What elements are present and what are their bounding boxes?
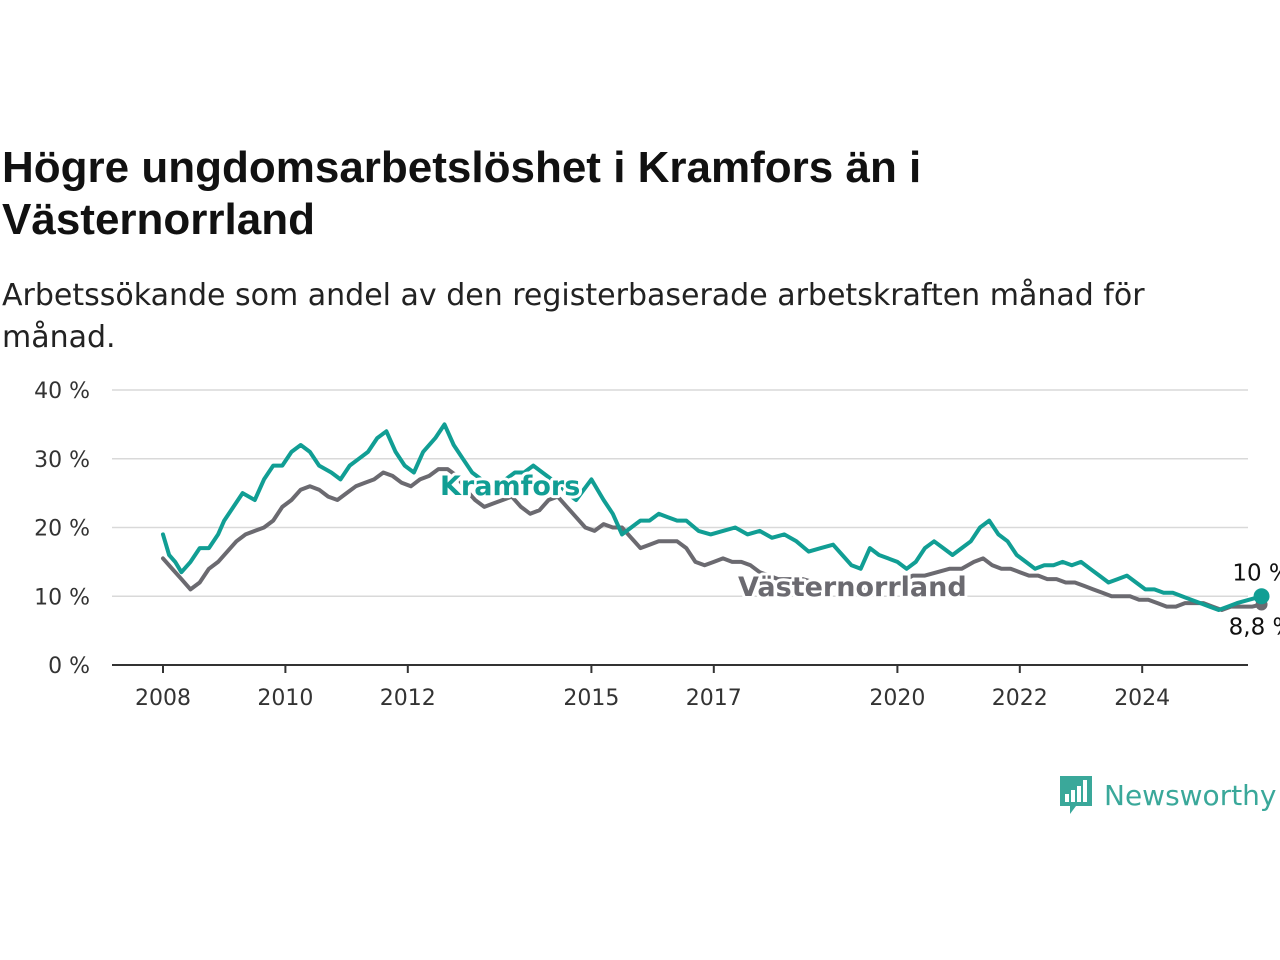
x-tick-label: 2015 bbox=[563, 686, 619, 711]
x-tick-label: 2008 bbox=[135, 686, 191, 711]
y-tick-label: 0 % bbox=[48, 654, 90, 679]
series-line-kramfors bbox=[161, 422, 1264, 612]
chart-title: Högre ungdomsarbetslöshet i Kramfors än … bbox=[2, 143, 922, 244]
y-tick-label: 30 % bbox=[34, 448, 90, 473]
x-tick-label: 2012 bbox=[380, 686, 436, 711]
series-label-vasternorrland: Västernorrland bbox=[738, 572, 967, 603]
y-tick-label: 10 % bbox=[34, 585, 90, 610]
series-line-vasternorrland bbox=[161, 467, 1264, 612]
end-label-vasternorrland: 8,8 % bbox=[1229, 615, 1280, 641]
y-axis-ticks: 0 % 10 % 20 % 30 % 40 % bbox=[34, 379, 90, 679]
x-tick-label: 2020 bbox=[869, 686, 925, 711]
series-labels: Kramfors Västernorrland 10 % 8,8 % bbox=[437, 468, 1280, 644]
x-tick-label: 2010 bbox=[257, 686, 313, 711]
line-chart: 0 % 10 % 20 % 30 % 40 % 2008 2010 2012 2015 2017… bbox=[34, 379, 1280, 711]
x-tick-label: 2024 bbox=[1114, 686, 1170, 711]
gridlines bbox=[112, 389, 1248, 666]
brand-name: Newsworthy bbox=[1104, 778, 1277, 812]
chart-subtitle: Arbetssökande som andel av den registerb… bbox=[2, 278, 1145, 355]
end-point-kramfors bbox=[1253, 588, 1270, 605]
series-lines bbox=[161, 422, 1270, 612]
bar-chart-speech-bubble-icon bbox=[1060, 776, 1092, 814]
y-tick-label: 20 % bbox=[34, 517, 90, 542]
end-label-kramfors: 10 % bbox=[1232, 560, 1280, 586]
series-label-kramfors: Kramfors bbox=[440, 471, 580, 502]
x-tick-label: 2022 bbox=[992, 686, 1048, 711]
brand-logo: Newsworthy bbox=[1058, 772, 1277, 818]
x-axis-ticks: 2008 2010 2012 2015 2017 2020 2022 2024 bbox=[135, 665, 1170, 711]
y-tick-label: 40 % bbox=[34, 379, 90, 404]
x-tick-label: 2017 bbox=[686, 686, 742, 711]
